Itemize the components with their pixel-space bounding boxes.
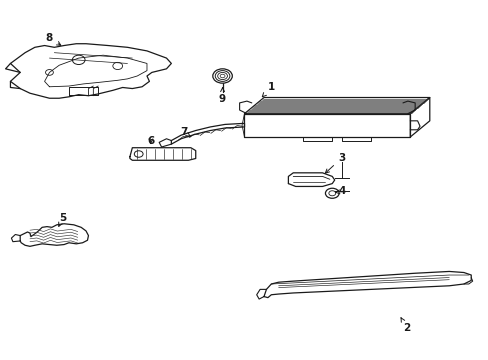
Text: 7: 7 — [180, 127, 190, 136]
Text: 2: 2 — [400, 318, 409, 333]
Circle shape — [212, 69, 232, 83]
Text: 9: 9 — [219, 88, 225, 104]
Text: 4: 4 — [335, 186, 345, 197]
Text: 3: 3 — [325, 153, 345, 173]
Text: 1: 1 — [262, 82, 274, 97]
Text: 6: 6 — [147, 136, 154, 145]
Text: 8: 8 — [46, 33, 61, 45]
Text: 5: 5 — [59, 213, 66, 226]
